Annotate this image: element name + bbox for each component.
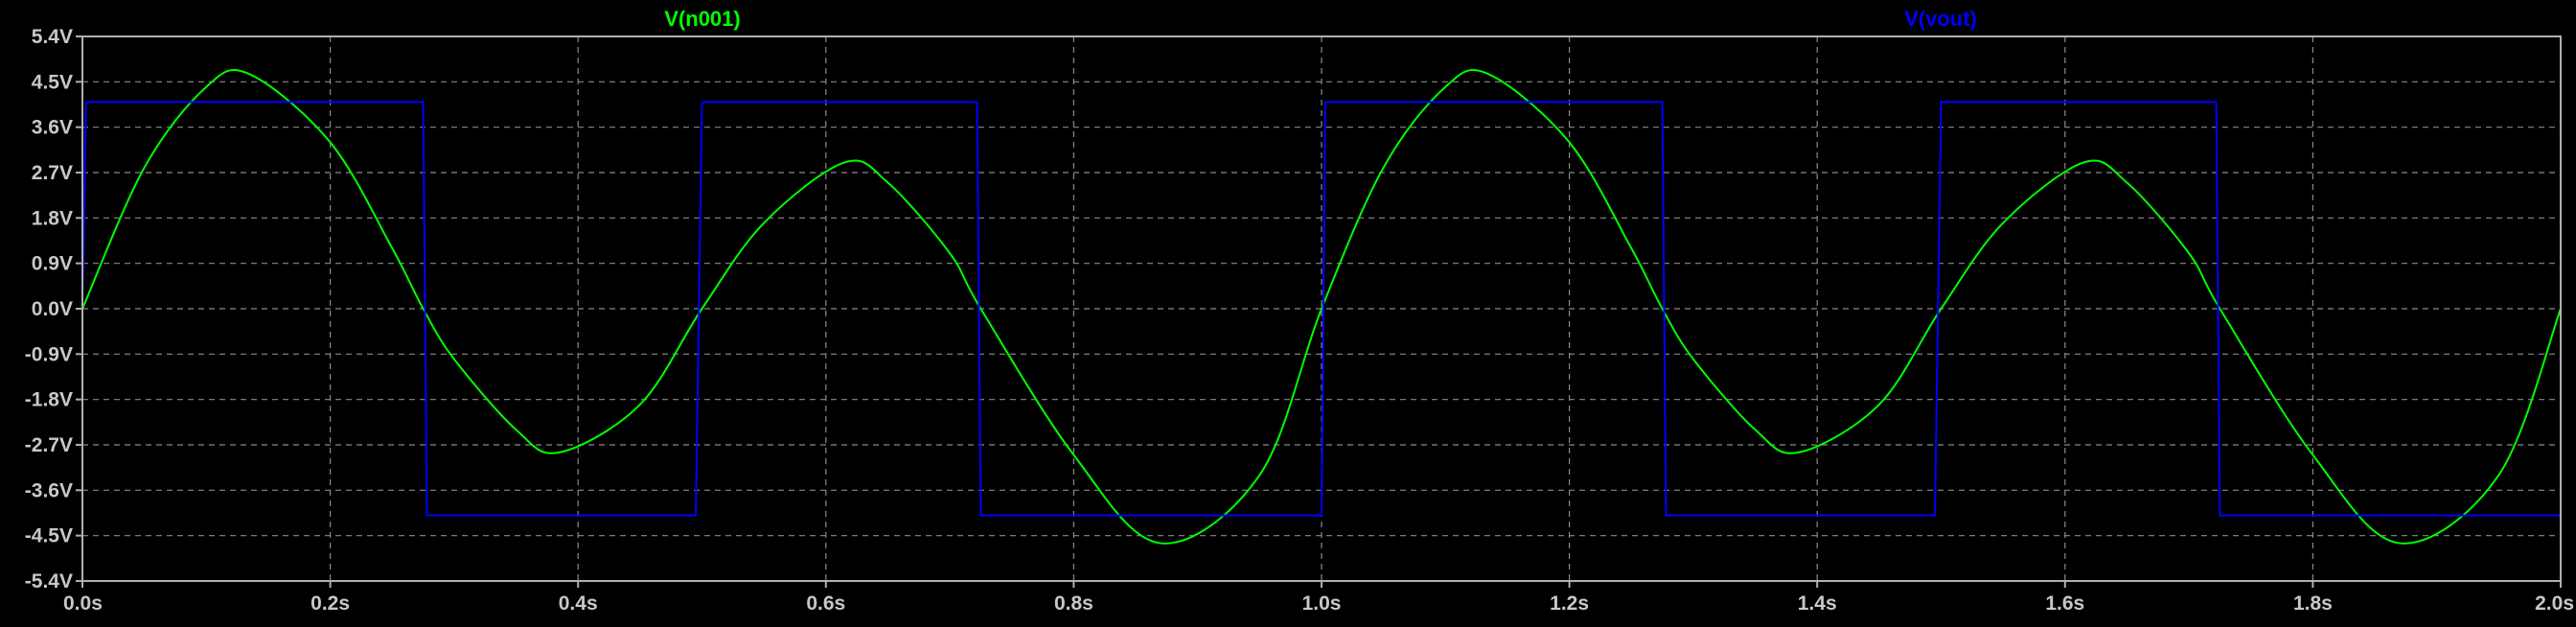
x-tick-label: 1.4s	[1798, 592, 1837, 615]
x-tick-label: 1.6s	[2045, 592, 2084, 615]
y-tick-label: -4.5V	[25, 525, 73, 547]
legend-entry: V(n001)	[664, 7, 740, 31]
x-tick-label: 0.6s	[806, 592, 845, 615]
x-tick-label: 0.4s	[559, 592, 598, 615]
y-tick-label: -5.4V	[25, 570, 73, 592]
series-layer	[81, 69, 2562, 545]
y-tick-label: 2.7V	[32, 162, 73, 184]
legend-entry: V(vout)	[1904, 7, 1977, 31]
y-tick-label: 1.8V	[32, 207, 73, 229]
x-tick-label: 2.0s	[2535, 592, 2574, 615]
x-tick-label: 1.0s	[1302, 592, 1342, 615]
x-tick-label: 0.2s	[310, 592, 350, 615]
y-tick-label: 0.0V	[32, 298, 73, 320]
series-line-v-vout	[81, 101, 2561, 517]
x-tick-label: 1.8s	[2293, 592, 2333, 615]
y-tick-label: -1.8V	[25, 389, 73, 411]
legend: V(n001) V(vout)	[664, 7, 1977, 31]
y-tick-label: -0.9V	[25, 343, 73, 365]
y-tick-label: 0.9V	[32, 253, 73, 275]
ticks: 0.0s 0.2s 0.4s 0.6s 0.8s 1.0s 1.2s 1.4s 1.6s 1.8s…	[25, 26, 2574, 615]
y-tick-label: 4.5V	[32, 71, 73, 93]
x-tick-label: 0.8s	[1054, 592, 1093, 615]
series-line-v-n001	[81, 69, 2562, 545]
y-tick-label: -2.7V	[25, 434, 73, 456]
y-tick-label: -3.6V	[25, 479, 73, 501]
x-tick-label: 1.2s	[1550, 592, 1589, 615]
y-tick-label: 3.6V	[32, 117, 73, 139]
y-tick-label: 5.4V	[32, 26, 73, 48]
x-tick-label: 0.0s	[63, 592, 103, 615]
